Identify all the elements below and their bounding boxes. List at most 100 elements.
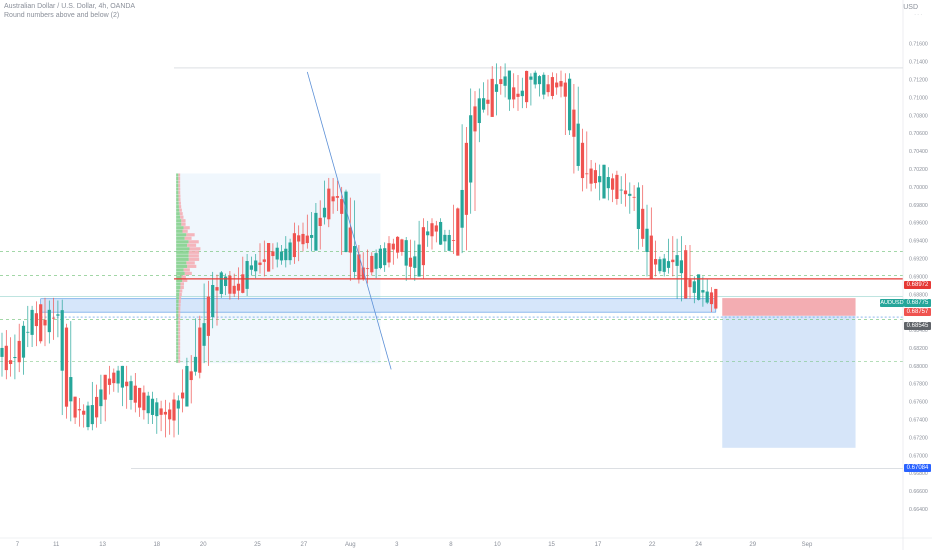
profile-bar-up-14	[176, 310, 179, 314]
candle-body-10	[43, 319, 47, 326]
candle-body-143	[615, 174, 619, 199]
candle-body-84	[361, 267, 365, 280]
grid-lines	[0, 67, 903, 470]
candle-body-88	[378, 248, 382, 269]
profile-bar-up-29	[176, 257, 189, 261]
profile-bar-down-31	[188, 250, 200, 254]
profile-bar-down-37	[182, 229, 188, 233]
profile-bar-down-52	[178, 176, 181, 181]
x-tick-label-16: Sep	[802, 542, 813, 548]
candle-body-55	[236, 283, 241, 291]
profile-bar-up-34	[176, 240, 189, 244]
y-tick-label-7: 0.70200	[909, 167, 928, 173]
candle-body-87	[374, 253, 378, 269]
candle-body-19	[82, 410, 86, 415]
indicator-label: Round numbers above and below (2)	[4, 12, 120, 19]
candle-body-165	[709, 292, 714, 305]
currency-label: USD	[903, 4, 918, 11]
candle-body-46	[198, 327, 202, 373]
candle-body-96	[413, 256, 417, 268]
annotation-lines	[174, 71, 903, 370]
candle-body-4	[17, 340, 21, 363]
candle-body-89	[383, 248, 387, 266]
profile-bar-down-43	[179, 208, 182, 212]
candle-body-94	[404, 240, 408, 266]
profile-bar-down-18	[178, 296, 182, 300]
candle-body-124	[533, 72, 537, 85]
y-tick-label-6: 0.70400	[909, 149, 928, 155]
profile-bar-up-25	[176, 271, 185, 275]
profile-bar-down-35	[184, 236, 192, 240]
candle-body-90	[387, 243, 391, 263]
candle-body-85	[365, 268, 370, 270]
candle-body-139	[598, 176, 602, 183]
y-tick-label-24: 0.66800	[909, 471, 928, 477]
price-tag-current: 0.68775	[904, 299, 931, 307]
profile-bar-up-38	[176, 226, 184, 230]
candle-body-120	[516, 93, 520, 97]
profile-bar-up-18	[176, 296, 179, 300]
candle-body-111	[477, 98, 481, 124]
candle-body-146	[628, 193, 632, 196]
candle-body-7	[30, 309, 34, 335]
profile-bar-up-22	[176, 282, 181, 286]
y-tick-label-9: 0.69800	[909, 203, 928, 209]
x-tick-label-1: 11	[53, 542, 60, 548]
candle-body-15	[64, 327, 69, 407]
candle-body-142	[611, 178, 615, 190]
profile-bar-up-41	[176, 215, 181, 219]
profile-bar-down-23	[182, 278, 188, 283]
candle-body-66	[284, 248, 288, 261]
profile-bar-down-30	[188, 254, 199, 258]
candle-body-3	[13, 357, 17, 359]
price-tag-target: 0.67084	[904, 464, 931, 472]
profile-bar-up-37	[176, 229, 183, 233]
profile-bar-up-30	[176, 254, 189, 258]
y-tick-label-3: 0.71000	[909, 95, 928, 101]
candle-body-57	[245, 261, 249, 289]
profile-bar-down-25	[184, 271, 192, 275]
profile-bar-down-24	[181, 275, 186, 279]
profile-bar-up-35	[176, 236, 185, 240]
y-tick-label-17: 0.68200	[909, 346, 928, 352]
candle-body-129	[555, 82, 559, 88]
candle-body-53	[228, 275, 232, 294]
profile-bar-up-42	[176, 212, 180, 216]
candle-body-107	[460, 189, 464, 228]
profile-bar-up-24	[176, 275, 182, 279]
candle-body-42	[181, 392, 185, 399]
profile-bar-up-48	[176, 191, 179, 195]
profile-bar-up-19	[176, 292, 180, 297]
profile-bar-up-10	[176, 324, 179, 328]
y-tick-label-0: 0.71600	[909, 42, 928, 48]
candle-body-73	[314, 212, 318, 251]
candle-body-23	[99, 389, 103, 407]
profile-bar-up-27	[176, 264, 188, 268]
y-tick-label-10: 0.69600	[909, 221, 928, 227]
candle-body-61	[262, 259, 266, 262]
profile-bar-up-53	[176, 173, 179, 177]
stop-zone	[722, 298, 856, 316]
target-zone	[722, 315, 856, 448]
profile-bar-up-52	[176, 176, 179, 181]
x-tick-label-5: 25	[254, 542, 261, 548]
profile-bar-down-33	[187, 243, 197, 247]
candle-body-112	[482, 98, 486, 110]
candle-body-44	[189, 371, 193, 381]
candle-body-115	[494, 84, 499, 92]
candle-body-86	[370, 255, 374, 273]
profile-bar-down-17	[178, 299, 181, 304]
candle-body-108	[464, 142, 468, 215]
candle-body-130	[559, 81, 563, 87]
candle-body-22	[95, 396, 99, 418]
profile-bar-up-40	[176, 219, 182, 223]
profile-bar-down-38	[183, 226, 190, 230]
candle-body-13	[56, 314, 60, 316]
candle-body-140	[602, 164, 606, 199]
candle-body-69	[297, 235, 301, 242]
candle-body-152	[654, 259, 658, 265]
candle-body-75	[322, 207, 327, 218]
y-tick-label-22: 0.67200	[909, 435, 928, 441]
profile-bar-up-26	[176, 268, 184, 272]
